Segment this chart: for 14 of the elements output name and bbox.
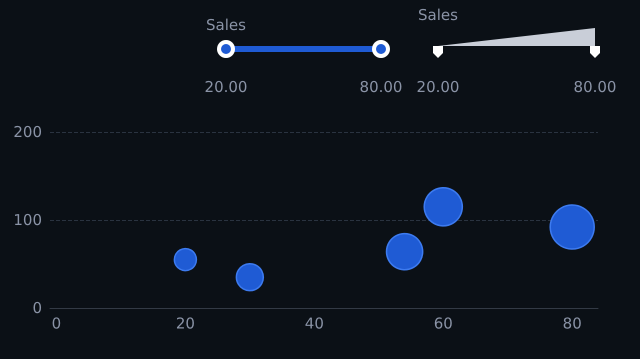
x-tick-label: 60 bbox=[434, 314, 453, 332]
text: 80.00 bbox=[574, 78, 616, 96]
text: 20.00 bbox=[204, 78, 248, 96]
x-tick-label: 40 bbox=[304, 314, 324, 332]
text: Sales bbox=[206, 16, 246, 34]
x-tick-label: 80 bbox=[562, 314, 582, 332]
y-tick-label: 0 bbox=[32, 299, 42, 317]
y-tick-label: 100 bbox=[13, 211, 42, 229]
text: Sales bbox=[418, 6, 458, 24]
text: 20.00 bbox=[416, 78, 460, 96]
x-tick-label: 0 bbox=[52, 314, 62, 332]
y-tick-label: 200 bbox=[13, 123, 42, 141]
text: 80.00 bbox=[360, 78, 402, 96]
x-tick-label: 20 bbox=[176, 314, 195, 332]
